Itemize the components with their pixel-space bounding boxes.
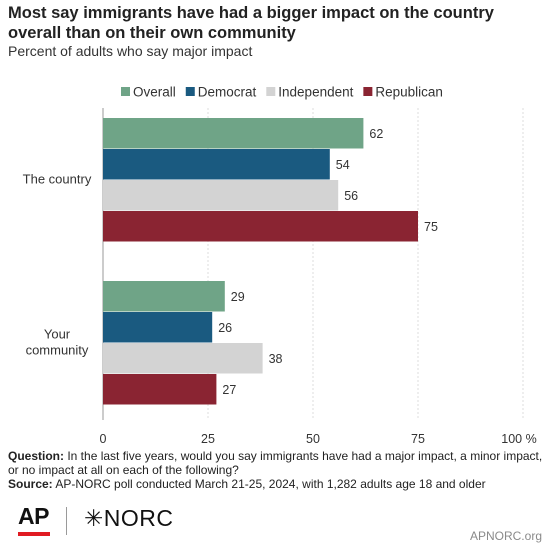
- data-label: 54: [336, 158, 350, 172]
- source-text: AP-NORC poll conducted March 21-25, 2024…: [55, 477, 486, 491]
- ap-logo-underline: [18, 532, 50, 536]
- legend-swatch: [363, 87, 373, 96]
- data-label: 29: [231, 290, 245, 304]
- bar: [103, 211, 418, 242]
- category-label: community: [26, 343, 89, 358]
- question-text: In the last five years, would you say im…: [8, 449, 543, 477]
- norc-logo: ✳NORC: [84, 505, 174, 531]
- x-tick-label: 75: [411, 432, 425, 445]
- data-label: 62: [369, 127, 383, 141]
- data-label: 75: [424, 220, 438, 234]
- data-label: 26: [218, 321, 232, 335]
- bar: [103, 343, 263, 374]
- legend-label: Independent: [278, 85, 353, 100]
- ap-logo: AP: [18, 503, 49, 529]
- legend-swatch: [121, 87, 130, 96]
- data-label: 56: [344, 189, 358, 203]
- chart-subtitle: Percent of adults who say major impact: [8, 43, 253, 59]
- bar: [103, 374, 217, 405]
- footnote: Question: In the last five years, would …: [8, 449, 544, 491]
- chart-title: Most say immigrants have had a bigger im…: [8, 4, 494, 42]
- legend-swatch: [266, 87, 276, 96]
- bar: [103, 312, 213, 343]
- data-label: 27: [222, 383, 236, 397]
- legend-label: Democrat: [198, 85, 257, 100]
- x-tick-label: 50: [306, 432, 320, 445]
- x-tick-label: 25: [201, 432, 215, 445]
- category-label: Your: [44, 327, 71, 342]
- source-label: Source:: [8, 477, 53, 491]
- data-label: 38: [269, 352, 283, 366]
- logo-divider: [66, 507, 67, 535]
- legend-label: Republican: [375, 85, 443, 100]
- bar: [103, 118, 364, 149]
- legend-swatch: [185, 87, 195, 96]
- source-note: Source: AP-NORC poll conducted March 21-…: [8, 477, 544, 491]
- bar: [103, 281, 225, 312]
- bar-chart: 0 25 50 75 100 % Overall Democrat Independent Re…: [23, 85, 537, 446]
- bar: [103, 180, 339, 211]
- norc-star-icon: ✳: [84, 505, 104, 531]
- question-label: Question:: [8, 449, 64, 463]
- category-label: The country: [23, 172, 92, 187]
- legend-label: Overall: [133, 85, 176, 100]
- question-note: Question: In the last five years, would …: [8, 449, 544, 477]
- x-tick-label: 0: [100, 432, 107, 445]
- norc-logo-text: NORC: [103, 505, 174, 531]
- bar: [103, 149, 330, 180]
- site-link[interactable]: APNORC.org: [469, 529, 542, 543]
- x-tick-label: 100 %: [501, 432, 536, 445]
